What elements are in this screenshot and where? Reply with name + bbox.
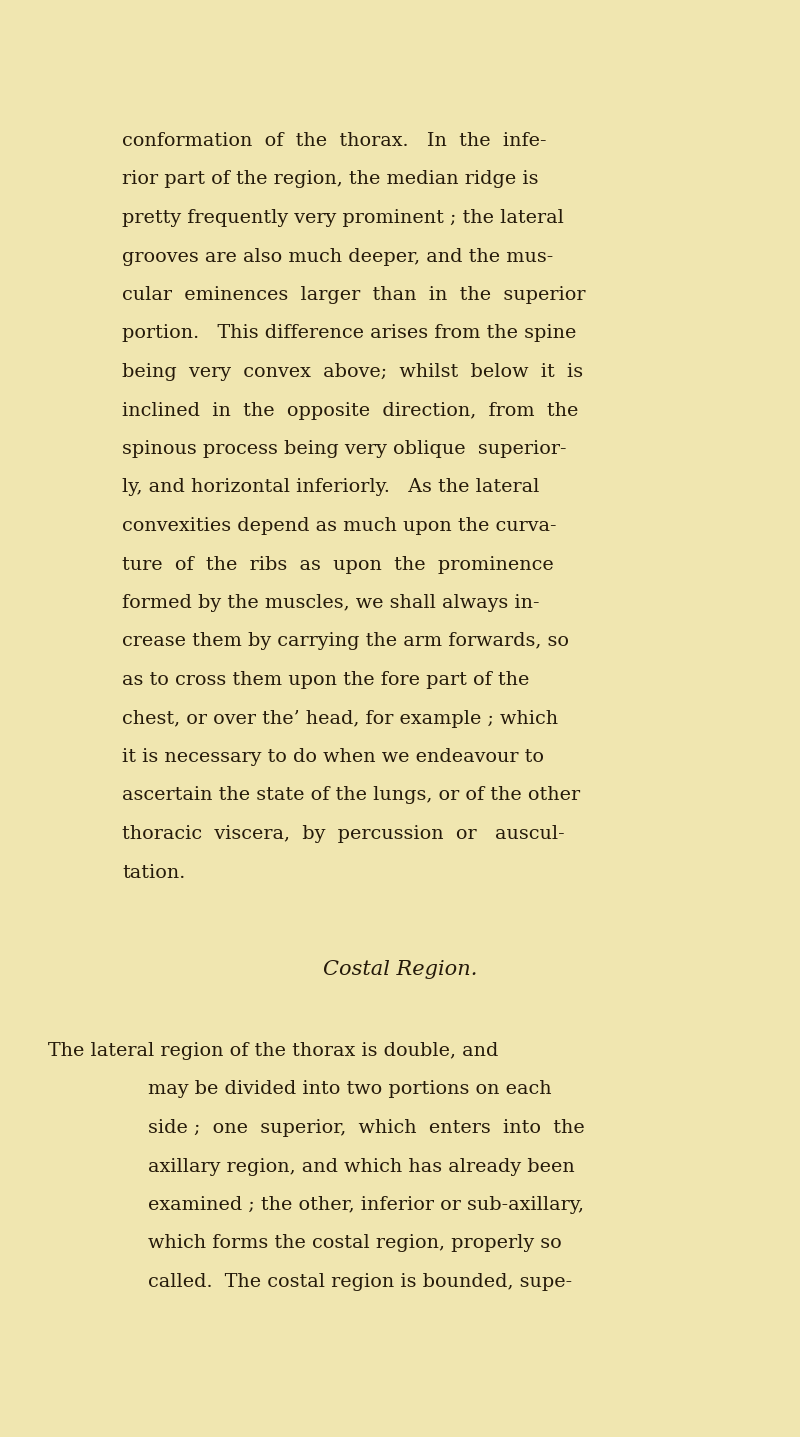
Text: ascertain the state of the lungs, or of the other: ascertain the state of the lungs, or of … [122,786,580,805]
Text: convexities depend as much upon the curva-: convexities depend as much upon the curv… [122,517,557,535]
Text: thoracic  viscera,  by  percussion  or   auscul-: thoracic viscera, by percussion or auscu… [122,825,565,844]
Text: examined ; the other, inferior or sub-axillary,: examined ; the other, inferior or sub-ax… [148,1196,584,1214]
Text: spinous process being very oblique  superior-: spinous process being very oblique super… [122,440,566,458]
Text: crease them by carrying the arm forwards, so: crease them by carrying the arm forwards… [122,632,569,651]
Text: portion.   This difference arises from the spine: portion. This difference arises from the… [122,325,576,342]
Text: formed by the muscles, we shall always in-: formed by the muscles, we shall always i… [122,593,539,612]
Text: pretty frequently very prominent ; the lateral: pretty frequently very prominent ; the l… [122,208,564,227]
Text: inclined  in  the  opposite  direction,  from  the: inclined in the opposite direction, from… [122,401,578,420]
Text: it is necessary to do when we endeavour to: it is necessary to do when we endeavour … [122,749,544,766]
Text: Costal Region.: Costal Region. [323,960,477,979]
Text: which forms the costal region, properly so: which forms the costal region, properly … [148,1234,562,1253]
Text: grooves are also much deeper, and the mus-: grooves are also much deeper, and the mu… [122,247,554,266]
Text: cular  eminences  larger  than  in  the  superior: cular eminences larger than in the super… [122,286,586,305]
Text: axillary region, and which has already been: axillary region, and which has already b… [148,1157,574,1175]
Text: ture  of  the  ribs  as  upon  the  prominence: ture of the ribs as upon the prominence [122,556,554,573]
Text: The lateral region of the thorax is double, and: The lateral region of the thorax is doub… [48,1042,498,1061]
Text: chest, or over the’ head, for example ; which: chest, or over the’ head, for example ; … [122,710,558,727]
Text: as to cross them upon the fore part of the: as to cross them upon the fore part of t… [122,671,530,688]
Text: conformation  of  the  thorax.   In  the  infe-: conformation of the thorax. In the infe- [122,132,546,149]
Text: called.  The costal region is bounded, supe-: called. The costal region is bounded, su… [148,1273,572,1290]
Text: tation.: tation. [122,864,186,881]
Text: being  very  convex  above;  whilst  below  it  is: being very convex above; whilst below it… [122,364,583,381]
Text: rior part of the region, the median ridge is: rior part of the region, the median ridg… [122,171,538,188]
Text: may be divided into two portions on each: may be divided into two portions on each [148,1081,552,1098]
Text: side ;  one  superior,  which  enters  into  the: side ; one superior, which enters into t… [148,1119,585,1137]
Text: ly, and horizontal inferiorly.   As the lateral: ly, and horizontal inferiorly. As the la… [122,479,539,497]
